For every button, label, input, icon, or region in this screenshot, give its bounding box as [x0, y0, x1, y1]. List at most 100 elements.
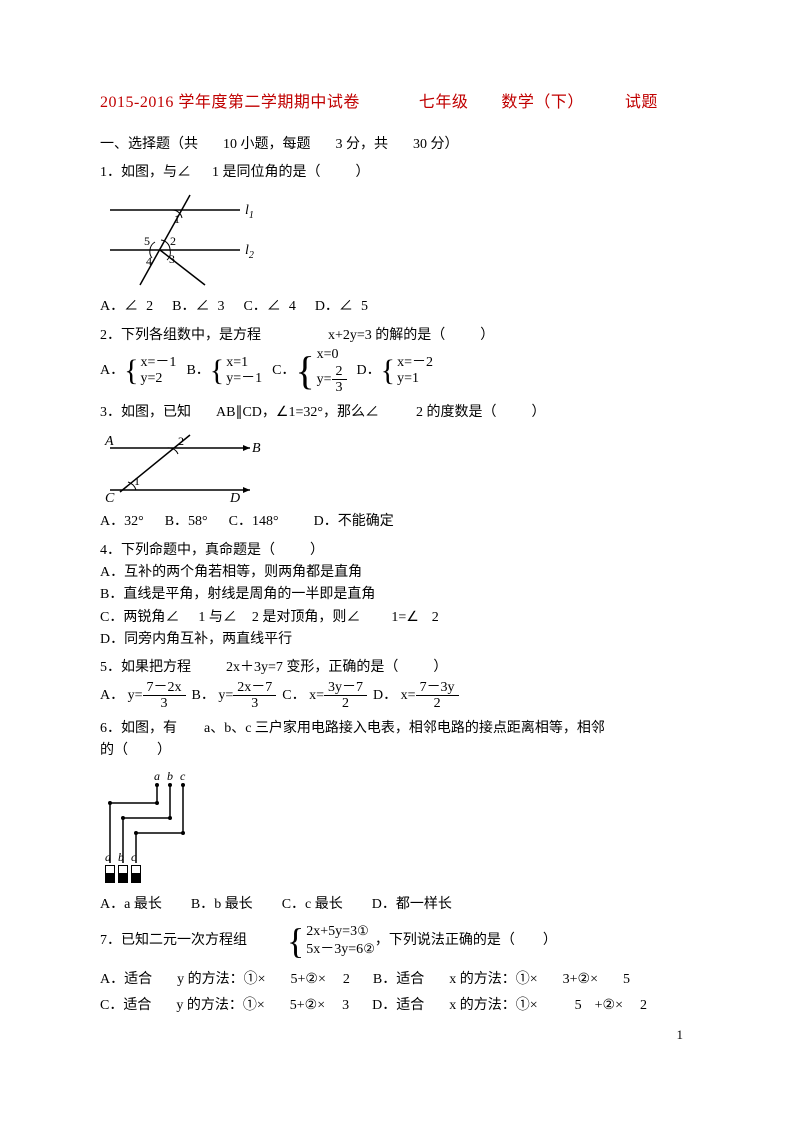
q1-angle-2: 2 — [170, 234, 176, 248]
q3-stem: 3．如图，已知 AB∥CD，∠1=32°，那么∠ 2 的度数是（ ） — [100, 402, 693, 424]
q6-stem-close: ） — [157, 743, 171, 758]
q1-angle-3: 3 — [169, 252, 175, 266]
q7-choices-row1: A．适合 y 的方法：①× 5+②× 2 B．适合 x 的方法：①× 3+②× … — [100, 969, 693, 991]
q3-choices: A．32° B．58° C．148° D．不能确定 — [100, 511, 693, 533]
q6-top-c: c — [180, 769, 186, 783]
q7-choice-d: D．适合 x 的方法：①× 5 +②× 2 — [372, 998, 647, 1013]
q5-stem-a: 5．如果把方程 — [100, 660, 191, 675]
q6-figure: a b c a b c — [100, 768, 693, 888]
q6-top-a: a — [154, 769, 160, 783]
q1-choice-b: B．∠3 — [172, 299, 224, 314]
q7-stem: 7．已知二元一次方程组 { 2x+5y=3① 5x－3y=6② ，下列说法正确的… — [100, 923, 693, 959]
q3-figure: A B C D 2 1 — [100, 430, 693, 505]
q2-stem-eq: x+2y=3 的解的是（ — [328, 328, 445, 343]
q2-stem-a: 2．下列各组数中，是方程 — [100, 328, 261, 343]
q4-choice-c: C．两锐角∠ 1 与∠ 2 是对顶角，则∠ 1=∠ 2 — [100, 607, 693, 629]
q2-choice-c-label: C． — [272, 360, 295, 382]
q3-choice-a: A．32° — [100, 514, 144, 529]
q6-figure-svg: a b c a b c — [100, 768, 220, 888]
title-right1: 数学（下） — [501, 94, 584, 111]
q4-choice-a: A．互补的两个角若相等，则两角都是直角 — [100, 562, 693, 584]
intro-b: 10 小题，每题 — [223, 137, 311, 152]
q4-stem: 4．下列命题中，真命题是（ ） — [100, 540, 693, 562]
q7-stem-text: 7．已知二元一次方程组 — [100, 930, 247, 952]
q4-stem-text: 4．下列命题中，真命题是（ — [100, 543, 275, 558]
q1-figure-svg: l1 l2 1 2 3 4 5 — [100, 190, 270, 290]
q1-stem-b: 1 是同位角的是（ — [212, 165, 321, 180]
q6-stem-c: 的（ — [100, 743, 128, 758]
question-1: 1．如图，与∠ 1 是同位角的是（ ） l1 l2 1 — [100, 162, 693, 319]
q5-choice-a: A． y=7－2x3 — [100, 680, 186, 712]
q2-choice-d-val: { x=－2 y=1 — [381, 355, 433, 389]
q2-stem: 2．下列各组数中，是方程 x+2y=3 的解的是（ ） — [100, 325, 693, 347]
q2-choice-b-val: { x=1 y=－1 — [210, 355, 262, 389]
q6-stem-a: 6．如图，有 — [100, 721, 177, 736]
q6-choice-d: D．都一样长 — [372, 897, 452, 912]
q6-stem-b: a、b、c 三户家用电路接入电表，相邻电路的接点距离相等，相邻 — [204, 721, 605, 736]
q2-choice-a-label: A． — [100, 360, 124, 382]
q4-choice-d: D．同旁内角互补，两直线平行 — [100, 629, 693, 651]
question-2: 2．下列各组数中，是方程 x+2y=3 的解的是（ ） A． { x=－1 y=… — [100, 325, 693, 396]
q5-choice-c: C． x=3y－72 — [282, 680, 367, 712]
q6-top-b: b — [167, 769, 173, 783]
q3-stem-a: 3．如图，已知 — [100, 405, 191, 420]
q3-label-A: A — [104, 434, 114, 449]
q7-choice-c: C．适合 y 的方法：①× 5+②× 3 — [100, 998, 353, 1013]
title-mid: 七年级 — [419, 94, 469, 111]
question-7: 7．已知二元一次方程组 { 2x+5y=3① 5x－3y=6② ，下列说法正确的… — [100, 923, 693, 1018]
section-intro: 一、选择题（共 10 小题，每题 3 分，共 30 分） — [100, 134, 693, 156]
q1-label-l2: l2 — [245, 243, 254, 261]
intro-d: 30 分） — [413, 137, 459, 152]
q6-choices: A．a 最长 B．b 最长 C．c 最长 D．都一样长 — [100, 894, 693, 916]
question-3: 3．如图，已知 AB∥CD，∠1=32°，那么∠ 2 的度数是（ ） A B C… — [100, 402, 693, 534]
intro-a: 一、选择题（共 — [100, 137, 198, 152]
q6-bot-a: a — [105, 850, 111, 864]
q5-stem-b: 2x＋3y=7 变形，正确的是（ — [226, 660, 398, 675]
q2-stem-close: ） — [480, 328, 494, 343]
q1-label-l1: l1 — [245, 203, 254, 221]
q3-figure-svg: A B C D 2 1 — [100, 430, 270, 505]
q7-choices-row2: C．适合 y 的方法：①× 5+②× 3 D．适合 x 的方法：①× 5 +②×… — [100, 995, 693, 1017]
q7-eqs: { 2x+5y=3① 5x－3y=6② — [287, 923, 375, 959]
q6-bot-c: c — [131, 850, 137, 864]
q3-stem-c: 2 的度数是（ — [416, 405, 497, 420]
q7-choice-b: B．适合 x 的方法：①× 3+②× 5 — [373, 972, 630, 987]
intro-c: 3 分，共 — [336, 137, 389, 152]
q3-choice-d: D．不能确定 — [314, 514, 394, 529]
q1-choice-a: A．∠2 — [100, 299, 153, 314]
page-number: 1 — [677, 1025, 684, 1046]
q1-stem: 1．如图，与∠ 1 是同位角的是（ ） — [100, 162, 693, 184]
q1-stem-a: 1．如图，与∠ — [100, 165, 191, 180]
q4-stem-close: ） — [310, 543, 324, 558]
q6-bot-b: b — [118, 850, 124, 864]
q3-stem-close: ） — [531, 405, 545, 420]
q6-stem-1: 6．如图，有 a、b、c 三户家用电路接入电表，相邻电路的接点距离相等，相邻 — [100, 718, 693, 740]
q2-choices: A． { x=－1 y=2 B． { x=1 y=－1 C． { — [100, 347, 693, 396]
q6-choice-c: C．c 最长 — [282, 897, 343, 912]
question-4: 4．下列命题中，真命题是（ ） A．互补的两个角若相等，则两角都是直角 B．直线… — [100, 540, 693, 652]
q5-stem: 5．如果把方程 2x＋3y=7 变形，正确的是（ ） — [100, 657, 693, 679]
q7-stem-close: ） — [543, 930, 557, 952]
q3-stem-b: AB∥CD，∠1=32°，那么∠ — [216, 405, 379, 420]
question-6: 6．如图，有 a、b、c 三户家用电路接入电表，相邻电路的接点距离相等，相邻 的… — [100, 718, 693, 917]
q7-choice-a: A．适合 y 的方法：①× 5+②× 2 — [100, 972, 353, 987]
q3-label-D: D — [229, 491, 240, 505]
q3-label-C: C — [105, 491, 115, 505]
q2-choice-c-val: { x=0 y=23 — [295, 347, 346, 396]
q1-angle-4: 4 — [146, 254, 152, 268]
q6-stem-2: 的（ ） — [100, 740, 693, 762]
q5-choice-d: D． x=7－3y2 — [373, 680, 459, 712]
q1-choice-c: C．∠4 — [243, 299, 295, 314]
q2-choice-b-label: B． — [186, 360, 209, 382]
q5-stem-close: ） — [433, 660, 447, 675]
q3-angle-1: 1 — [134, 474, 140, 488]
page-root: 2015-2016 学年度第二学期期中试卷 七年级 数学（下） 试题 一、选择题… — [0, 0, 793, 1064]
q2-choice-d-label: D． — [357, 360, 381, 382]
q5-choices: A． y=7－2x3 B． y=2x－73 C． x=3y－72 D． x=7－… — [100, 680, 693, 712]
q3-label-B: B — [252, 441, 261, 456]
q6-choice-a: A．a 最长 — [100, 897, 162, 912]
q1-choice-d: D．∠5 — [315, 299, 368, 314]
q3-choice-c: C．148° — [229, 514, 279, 529]
q1-choices: A．∠2 B．∠3 C．∠4 D．∠5 — [100, 296, 693, 318]
q6-choice-b: B．b 最长 — [191, 897, 253, 912]
